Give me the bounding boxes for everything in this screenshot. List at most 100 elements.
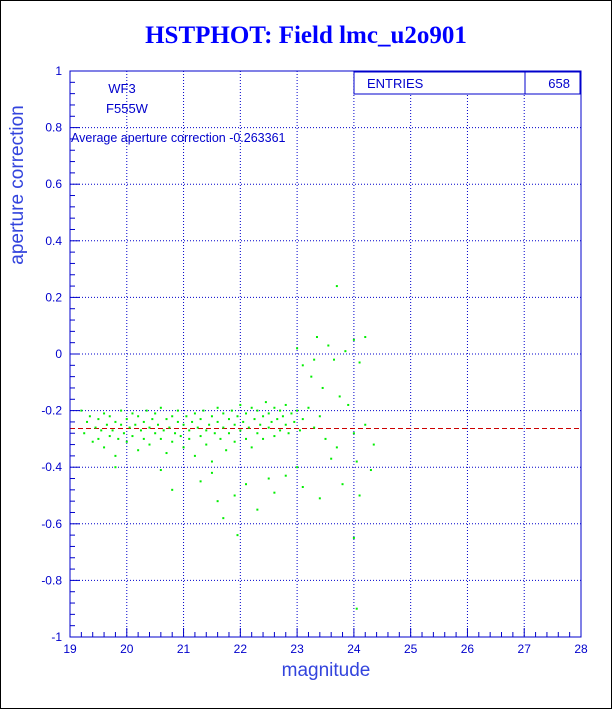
stats-entries-label: ENTRIES <box>367 76 424 91</box>
data-point <box>233 494 236 497</box>
data-point <box>333 358 336 361</box>
data-point <box>287 432 290 435</box>
data-point <box>86 420 89 423</box>
data-point <box>196 426 199 429</box>
y-tick-labels: -1 -0.8 -0.6 -0.4 -0.2 0 0.2 0.4 0.6 0.8 1 <box>41 64 62 644</box>
data-point <box>199 480 202 483</box>
average-annotation: Average aperture correction -0.263361 <box>71 131 286 145</box>
data-point <box>284 403 287 406</box>
camera-label: WF3 <box>108 81 135 96</box>
chart-title: HSTPHOT: Field lmc_u2o901 <box>145 22 467 49</box>
data-point <box>100 429 103 432</box>
x-tick-label: 26 <box>461 642 475 656</box>
data-point <box>165 418 168 421</box>
data-point <box>313 358 316 361</box>
x-tick-labels: 19 20 21 22 23 24 25 26 27 28 <box>63 642 588 656</box>
data-point <box>114 454 117 457</box>
data-point <box>247 426 250 429</box>
y-tick-label: 0.2 <box>45 290 62 304</box>
data-point <box>352 432 355 435</box>
data-point <box>242 420 245 423</box>
data-point <box>159 437 162 440</box>
data-point <box>301 486 304 489</box>
data-point <box>296 347 299 350</box>
data-point <box>114 466 117 469</box>
data-point <box>324 437 327 440</box>
data-point <box>213 432 216 435</box>
y-tick-label: 0.6 <box>45 177 62 191</box>
data-point <box>310 375 313 378</box>
y-tick-label: -0.2 <box>41 404 62 418</box>
data-point <box>154 432 157 435</box>
data-point <box>199 435 202 438</box>
data-point <box>108 415 111 418</box>
data-point <box>188 437 191 440</box>
x-tick-label: 28 <box>574 642 588 656</box>
data-point <box>159 406 162 409</box>
data-point <box>338 395 341 398</box>
data-point <box>296 409 299 412</box>
data-point <box>256 508 259 511</box>
data-point <box>103 446 106 449</box>
data-point <box>222 517 225 520</box>
grid-lines <box>69 70 582 638</box>
data-point <box>318 415 321 418</box>
data-point <box>125 418 128 421</box>
data-point <box>227 432 230 435</box>
x-axis-label: magnitude <box>282 660 371 681</box>
data-point <box>222 426 225 429</box>
data-point <box>193 454 196 457</box>
data-point <box>227 418 230 421</box>
y-tick-label: -0.8 <box>41 573 62 587</box>
data-point <box>262 437 265 440</box>
data-point <box>364 423 367 426</box>
data-point <box>176 409 179 412</box>
data-point <box>262 415 265 418</box>
data-point <box>103 412 106 415</box>
data-point <box>83 432 86 435</box>
data-point <box>216 500 219 503</box>
data-point <box>171 488 174 491</box>
data-point <box>142 420 145 423</box>
data-point <box>157 423 160 426</box>
data-point <box>236 415 239 418</box>
x-tick-label: 20 <box>120 642 134 656</box>
data-point <box>245 412 248 415</box>
data-point <box>245 483 248 486</box>
data-point <box>264 401 267 404</box>
data-point <box>188 429 191 432</box>
data-point <box>358 494 361 497</box>
data-point <box>250 446 253 449</box>
data-point <box>111 429 114 432</box>
data-point <box>182 446 185 449</box>
data-point <box>108 435 111 438</box>
data-point <box>321 386 324 389</box>
data-points <box>80 285 375 610</box>
data-point <box>267 477 270 480</box>
data-point <box>97 418 100 421</box>
data-point <box>256 409 259 412</box>
data-point <box>97 437 100 440</box>
data-point <box>191 420 194 423</box>
data-point <box>284 423 287 426</box>
data-point <box>145 409 148 412</box>
data-point <box>236 534 239 537</box>
data-point <box>225 449 228 452</box>
x-tick-label: 25 <box>404 642 418 656</box>
data-point <box>364 336 367 339</box>
data-point <box>205 429 208 432</box>
data-point <box>148 443 151 446</box>
data-point <box>330 457 333 460</box>
data-point <box>210 460 213 463</box>
data-point <box>142 437 145 440</box>
data-point <box>168 426 171 429</box>
data-point <box>301 418 304 421</box>
data-point <box>256 432 259 435</box>
data-point <box>253 418 256 421</box>
data-point <box>315 336 318 339</box>
data-point <box>216 406 219 409</box>
data-point <box>358 361 361 364</box>
data-point <box>273 406 276 409</box>
data-point <box>352 338 355 341</box>
